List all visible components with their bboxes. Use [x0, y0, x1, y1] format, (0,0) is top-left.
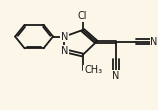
Text: Cl: Cl — [78, 11, 87, 21]
Text: N: N — [61, 32, 68, 42]
Text: N: N — [61, 46, 68, 56]
Text: N: N — [150, 37, 158, 47]
Text: N: N — [112, 71, 120, 81]
Text: CH₃: CH₃ — [84, 65, 102, 75]
